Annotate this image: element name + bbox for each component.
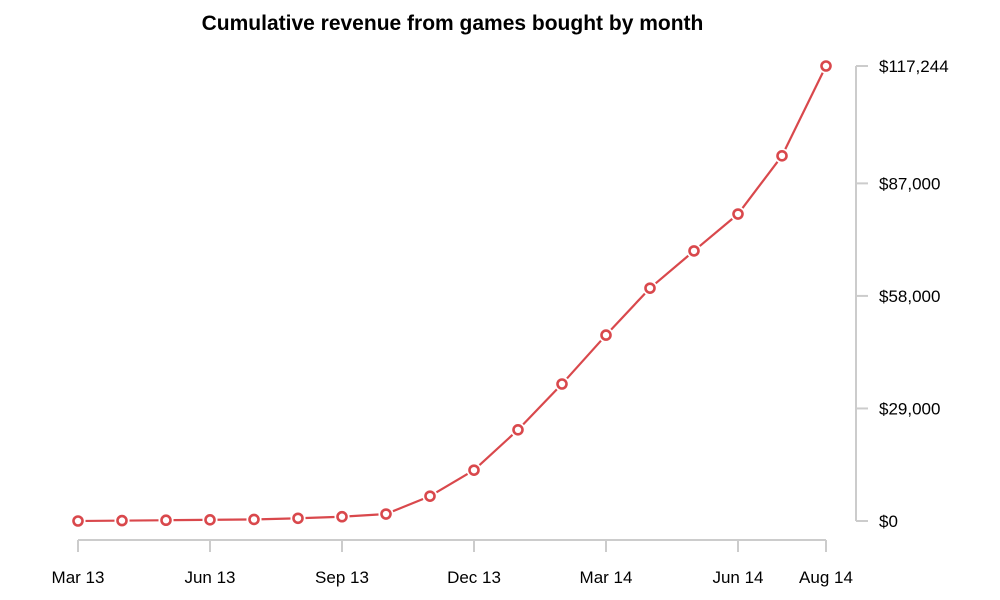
data-point-dec-13 (468, 464, 480, 476)
x-tick-label: Mar 14 (580, 568, 633, 587)
data-point-mar-13 (72, 515, 84, 527)
series-line-segment (566, 339, 602, 380)
series-line-segment (349, 513, 379, 518)
chart-title: Cumulative revenue from games bought by … (201, 12, 704, 35)
series-line-segment (435, 473, 469, 494)
x-tick-label: Sep 13 (315, 568, 369, 587)
series-line-segment (699, 218, 733, 247)
data-point-jun-14 (732, 208, 744, 220)
x-tick-label: Aug 14 (799, 568, 853, 587)
data-point-jul-14 (776, 150, 788, 162)
series-line-segment (392, 497, 424, 513)
series-line-segment (478, 434, 514, 466)
data-point-aug-14 (820, 60, 832, 72)
x-tick-label: Dec 13 (447, 568, 501, 587)
data-point-jun-13 (204, 514, 216, 526)
series-line-segment (522, 388, 558, 426)
x-tick-label: Mar 13 (52, 568, 105, 587)
data-point-apr-14 (644, 282, 656, 294)
series-line-segment (784, 72, 824, 150)
series-line-segment (305, 515, 335, 520)
data-point-mar-14 (600, 329, 612, 341)
data-point-jan-14 (512, 424, 524, 436)
data-point-aug-13 (292, 512, 304, 525)
data-point-sep-13 (336, 510, 348, 523)
data-point-feb-14 (556, 378, 568, 390)
data-point-nov-13 (424, 490, 436, 502)
x-tick-label: Jun 14 (712, 568, 763, 587)
data-point-may-13 (160, 514, 172, 527)
data-point-oct-13 (380, 508, 392, 520)
y-tick-label: $117,244 (879, 57, 949, 76)
series-line-segment (261, 517, 291, 521)
y-tick-label: $87,000 (879, 174, 940, 193)
y-tick-label: $58,000 (879, 287, 940, 306)
data-point-jul-13 (248, 513, 260, 526)
data-point-may-14 (688, 245, 700, 257)
x-tick-label: Jun 13 (184, 568, 235, 587)
series-line-segment (741, 161, 779, 209)
data-point-apr-13 (116, 514, 128, 527)
series-line-segment (655, 254, 689, 285)
series-group (72, 60, 832, 527)
y-axis: $0 $29,000 $58,000 $87,000 $117,244 (855, 57, 949, 531)
y-tick-label: $29,000 (879, 399, 940, 418)
y-tick-label: $0 (879, 512, 898, 531)
x-axis: Mar 13 Jun 13 Sep 13 Dec 13 Mar 14 Jun 14 Aug … (52, 539, 853, 587)
series-line-segment (610, 292, 646, 331)
